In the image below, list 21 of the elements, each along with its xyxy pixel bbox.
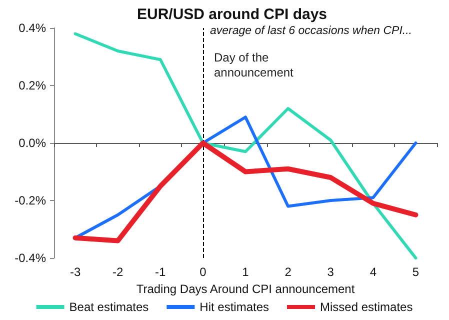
- y-tick-label: 0.4%: [18, 21, 46, 35]
- y-tick-label: -0.4%: [14, 251, 46, 265]
- x-tick-label: 3: [327, 265, 334, 279]
- x-tick-label: -1: [155, 265, 166, 279]
- legend-label: Missed estimates: [320, 300, 413, 314]
- x-tick-label: 2: [284, 265, 292, 279]
- x-tick-label: -2: [112, 265, 124, 279]
- x-tick-label: 1: [242, 265, 250, 279]
- ref-line-label: Day of the announcement: [214, 50, 294, 80]
- x-axis-title: Trading Days Around CPI announcement: [136, 282, 356, 296]
- y-tick-label: -0.2%: [14, 194, 46, 208]
- x-tick-label: 5: [412, 265, 420, 279]
- y-tick-label: 0.2%: [18, 78, 46, 92]
- x-tick-label: 4: [370, 265, 377, 279]
- chart-title: EUR/USD around CPI days: [136, 6, 328, 23]
- x-tick-label: -3: [70, 265, 81, 279]
- legend-label: Hit estimates: [200, 300, 270, 314]
- y-tick-label: 0.0%: [18, 136, 46, 150]
- chart-subtitle: average of last 6 occasions when CPI...: [210, 25, 412, 37]
- x-tick-label: 0: [200, 265, 207, 279]
- legend-label: Beat estimates: [69, 300, 149, 314]
